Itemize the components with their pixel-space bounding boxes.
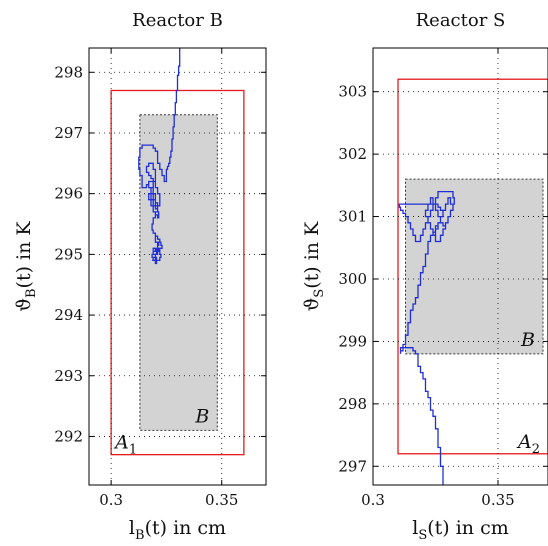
region-b-box xyxy=(139,114,218,431)
x-tick-label: 0.3 xyxy=(99,491,123,509)
region-a-label: A1 xyxy=(113,432,137,458)
y-tick-label: 298 xyxy=(338,395,367,413)
y-tick-label: 297 xyxy=(54,124,83,142)
panel-title: Reactor S xyxy=(416,10,506,31)
tick-layer: 292 293 294 295 296 297 298 0.3 0.35 xyxy=(54,48,266,509)
y-axis-label-rest: (t) in K xyxy=(301,221,323,289)
tick-layer: 297 298 299 300 301 302 303 0.3 0.35 xyxy=(338,48,548,509)
y-tick-label: 301 xyxy=(338,208,367,226)
trajectory-series xyxy=(138,48,181,265)
x-axis-label-sub: S xyxy=(418,528,427,543)
series-layer xyxy=(398,190,455,485)
panel-reactor-b: Reactor B A1 B 292 293 294 295 296 297 298 0.3 0.… xyxy=(13,10,267,543)
grid-layer xyxy=(372,48,548,485)
series-layer xyxy=(138,48,181,265)
y-axis-label-sub: B xyxy=(24,288,39,298)
y-tick-label: 296 xyxy=(54,185,83,203)
x-axis-label: lB(t) in cm xyxy=(129,517,226,543)
x-axis-label: lS(t) in cm xyxy=(412,517,509,543)
panel-reactor-s: Reactor S A2 B 297 298 299 300 301 302 303 0.3 0.… xyxy=(301,10,548,543)
x-tick-label: 0.35 xyxy=(481,491,514,509)
region-a-label: A2 xyxy=(516,431,540,457)
y-axis-label-main: ϑ xyxy=(13,298,35,312)
axes-frame xyxy=(372,47,548,486)
axes-frame xyxy=(88,47,267,486)
x-axis-label-sub: B xyxy=(135,528,145,543)
y-tick-label: 297 xyxy=(338,457,367,475)
x-tick-label: 0.35 xyxy=(205,491,238,509)
region-b-label: B xyxy=(520,329,535,351)
x-axis-label-rest: (t) in cm xyxy=(427,517,509,539)
region-label-layer: A2 B xyxy=(516,329,540,457)
y-axis-label-main: ϑ xyxy=(301,298,323,312)
region-a-box xyxy=(397,78,548,455)
region-label-layer: A1 B xyxy=(113,405,209,457)
y-tick-label: 300 xyxy=(338,270,367,288)
x-axis-label-main: l xyxy=(129,517,135,539)
x-axis-label-rest: (t) in cm xyxy=(145,517,227,539)
region-b-label: B xyxy=(194,405,209,427)
panel-title: Reactor B xyxy=(132,10,223,31)
y-tick-label: 293 xyxy=(54,367,83,385)
y-axis-label: ϑB(t) in K xyxy=(13,221,39,312)
y-tick-label: 295 xyxy=(54,245,83,263)
x-tick-label: 0.3 xyxy=(361,491,385,509)
y-tick-label: 302 xyxy=(338,145,367,163)
y-tick-label: 294 xyxy=(54,306,83,324)
trajectory-series xyxy=(398,190,455,485)
y-tick-label: 299 xyxy=(338,332,367,350)
y-tick-label: 298 xyxy=(54,63,83,81)
y-axis-label-sub: S xyxy=(312,289,327,298)
y-axis-label-rest: (t) in K xyxy=(13,221,35,289)
x-axis-label-main: l xyxy=(412,517,418,539)
y-tick-label: 292 xyxy=(54,427,83,445)
y-axis-label: ϑS(t) in K xyxy=(301,221,327,311)
y-tick-label: 303 xyxy=(338,83,367,101)
